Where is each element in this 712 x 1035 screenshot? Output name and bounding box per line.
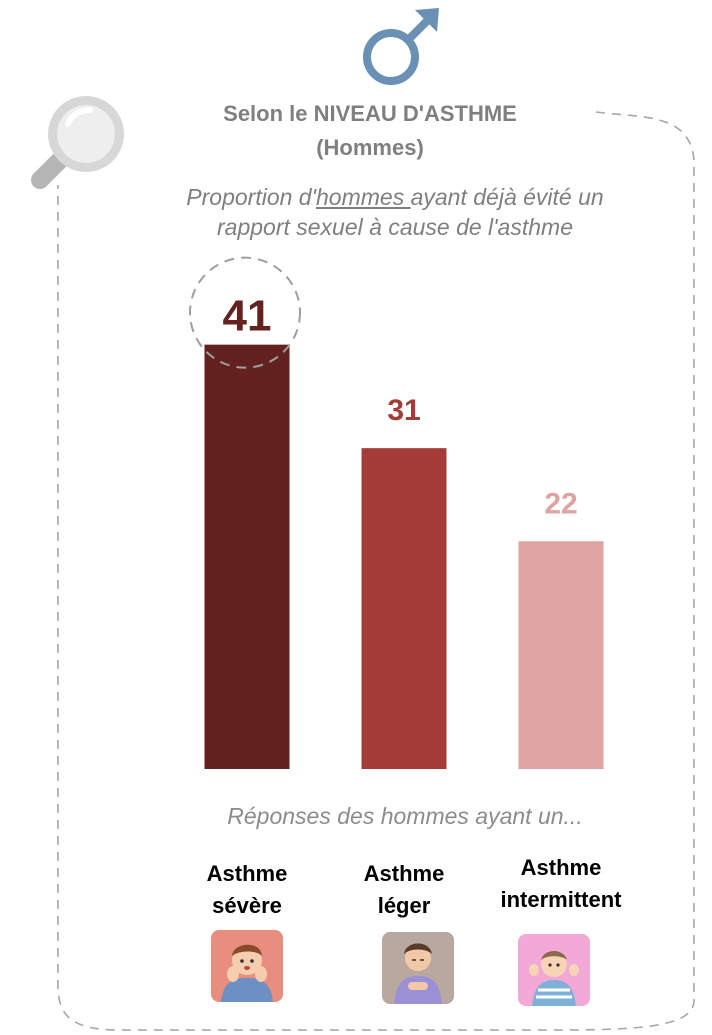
category-label-intermittent-line-1: Asthme	[520, 855, 602, 880]
man-mild-asthma-icon	[382, 932, 454, 1004]
bar-severe	[204, 344, 290, 769]
subtitle-underlined: hommes	[316, 184, 411, 210]
boy-intermittent-asthma-icon	[518, 934, 590, 1006]
subtitle-prefix: Proportion d'	[186, 184, 316, 210]
category-label-mild-line-2: léger	[377, 893, 431, 918]
category-label-severe-line-1: Asthme	[206, 861, 288, 886]
data-label-severe: 41	[223, 292, 272, 341]
bar-mild	[361, 448, 447, 769]
bar-chart: 41 31 22	[189, 256, 604, 769]
magnifier-icon	[31, 96, 124, 189]
category-label-intermittent-line-2: intermittent	[500, 887, 622, 912]
title-line-2: (Hommes)	[316, 135, 424, 160]
footer-caption: Réponses des hommes ayant un...	[227, 803, 583, 829]
chart-subtitle: Proportion d'hommes ayant déjà évité un …	[150, 182, 640, 242]
chart-title: Selon le NIVEAU D'ASTHME (Hommes)	[150, 97, 590, 165]
male-symbol-icon	[363, 8, 439, 85]
data-label-intermittent: 22	[544, 487, 577, 520]
bar-intermittent	[518, 541, 604, 769]
title-line-1: Selon le NIVEAU D'ASTHME	[223, 101, 517, 126]
category-label-severe: Asthme sévère	[162, 858, 332, 922]
category-label-intermittent: Asthme intermittent	[476, 852, 646, 916]
category-label-mild: Asthme léger	[319, 858, 489, 922]
man-severe-asthma-icon	[211, 930, 283, 1002]
subtitle-suffix: ayant déjà évité un rapport sexuel à cau…	[217, 184, 604, 240]
highlight-circle	[189, 256, 301, 369]
data-label-mild: 31	[387, 394, 420, 427]
category-label-mild-line-1: Asthme	[363, 861, 445, 886]
category-label-severe-line-2: sévère	[212, 893, 282, 918]
